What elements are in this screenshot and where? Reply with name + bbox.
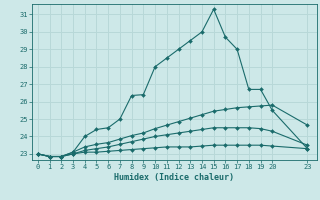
- X-axis label: Humidex (Indice chaleur): Humidex (Indice chaleur): [115, 173, 234, 182]
